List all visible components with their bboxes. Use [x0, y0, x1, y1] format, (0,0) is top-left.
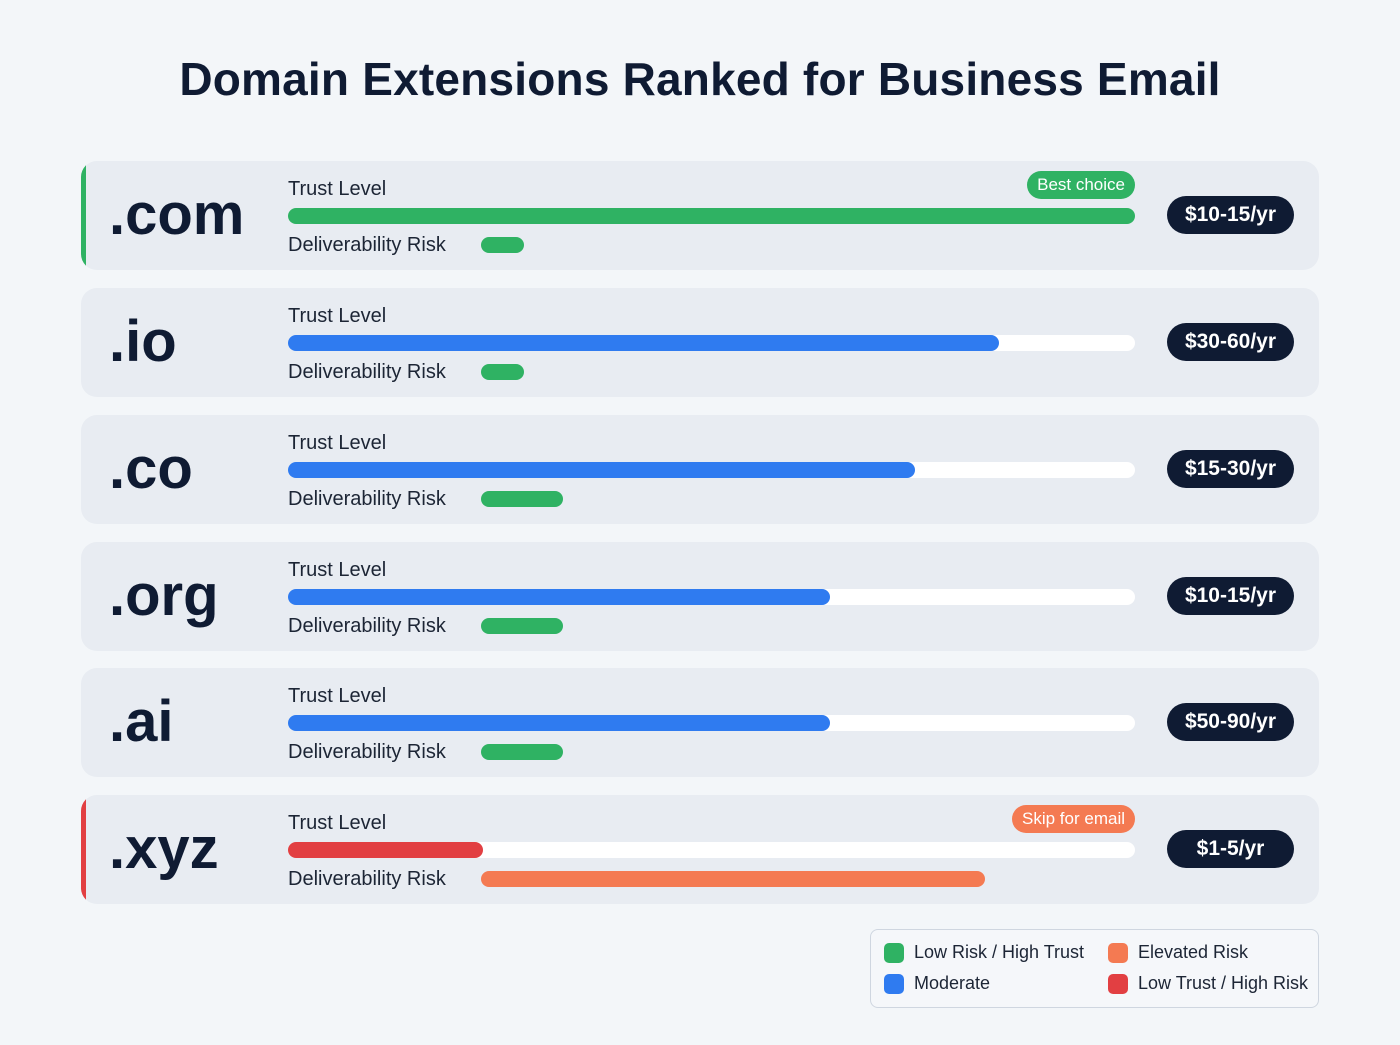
trust-track	[288, 335, 1135, 351]
price-pill: $1-5/yr	[1167, 830, 1294, 868]
trust-label: Trust Level	[288, 432, 387, 454]
extension-name: .io	[109, 309, 177, 374]
trust-label: Trust Level	[288, 685, 387, 707]
trust-bar	[288, 208, 1135, 224]
domain-row: .xyz Trust Level Deliverability Risk Ski…	[81, 795, 1319, 904]
trust-label: Trust Level	[288, 305, 387, 327]
domain-row: .ai Trust Level Deliverability Risk $50-…	[81, 668, 1319, 777]
risk-track	[481, 491, 1135, 507]
legend-label: Low Risk / High Trust	[914, 942, 1085, 962]
risk-bar	[481, 491, 563, 507]
price-pill: $50-90/yr	[1167, 703, 1294, 741]
row-accent	[81, 795, 86, 904]
risk-label: Deliverability Risk	[288, 234, 446, 256]
extension-name: .com	[109, 182, 245, 247]
risk-bar	[481, 744, 563, 760]
risk-label: Deliverability Risk	[288, 488, 446, 510]
domain-row: .com Trust Level Deliverability Risk Bes…	[81, 161, 1319, 270]
risk-track	[481, 744, 1135, 760]
risk-bar	[481, 364, 524, 380]
price-pill: $10-15/yr	[1167, 196, 1294, 234]
trust-track	[288, 842, 1135, 858]
legend-item: Elevated Risk	[1108, 942, 1248, 963]
risk-label: Deliverability Risk	[288, 741, 446, 763]
risk-bar	[481, 237, 524, 253]
price-pill: $30-60/yr	[1167, 323, 1294, 361]
legend: Low Risk / High Trust Elevated Risk Modera…	[870, 929, 1319, 1008]
trust-track	[288, 589, 1135, 605]
legend-label: Low Trust / High Risk	[1138, 973, 1309, 993]
recommendation-badge: Skip for email	[1012, 805, 1135, 833]
trust-label: Trust Level	[288, 812, 387, 834]
extension-name: .co	[109, 436, 193, 501]
legend-swatch	[1108, 973, 1128, 994]
chart-title: Domain Extensions Ranked for Business Em…	[179, 53, 1221, 105]
trust-bar	[288, 462, 915, 478]
risk-bar	[481, 618, 563, 634]
price-pill: $15-30/yr	[1167, 450, 1294, 488]
trust-label: Trust Level	[288, 559, 387, 581]
risk-label: Deliverability Risk	[288, 361, 446, 383]
extension-name: .xyz	[109, 816, 219, 881]
domain-row: .org Trust Level Deliverability Risk $10…	[81, 542, 1319, 651]
trust-bar	[288, 589, 831, 605]
legend-label: Elevated Risk	[1138, 942, 1249, 962]
legend-swatch	[1108, 942, 1128, 963]
price-pill: $10-15/yr	[1167, 577, 1294, 615]
extension-name: .org	[109, 563, 219, 628]
trust-track	[288, 208, 1135, 224]
legend-label: Moderate	[914, 973, 991, 993]
trust-bar	[288, 335, 1000, 351]
domain-row: .io Trust Level Deliverability Risk $30-…	[81, 288, 1319, 397]
risk-bar	[481, 871, 985, 887]
risk-track	[481, 237, 1135, 253]
risk-track	[481, 871, 1135, 887]
legend-item: Low Risk / High Trust	[884, 942, 1084, 963]
domain-row: .co Trust Level Deliverability Risk $15-…	[81, 415, 1319, 524]
legend-swatch	[884, 973, 904, 994]
risk-label: Deliverability Risk	[288, 868, 446, 890]
row-accent	[81, 161, 86, 270]
trust-track	[288, 462, 1135, 478]
risk-track	[481, 364, 1135, 380]
trust-bar	[288, 715, 831, 731]
risk-track	[481, 618, 1135, 634]
trust-label: Trust Level	[288, 178, 387, 200]
legend-swatch	[884, 942, 904, 963]
risk-label: Deliverability Risk	[288, 615, 446, 637]
trust-track	[288, 715, 1135, 731]
trust-bar	[288, 842, 483, 858]
recommendation-badge: Best choice	[1027, 171, 1135, 199]
legend-item: Low Trust / High Risk	[1108, 973, 1308, 994]
legend-item: Moderate	[884, 973, 990, 994]
extension-name: .ai	[109, 689, 174, 754]
